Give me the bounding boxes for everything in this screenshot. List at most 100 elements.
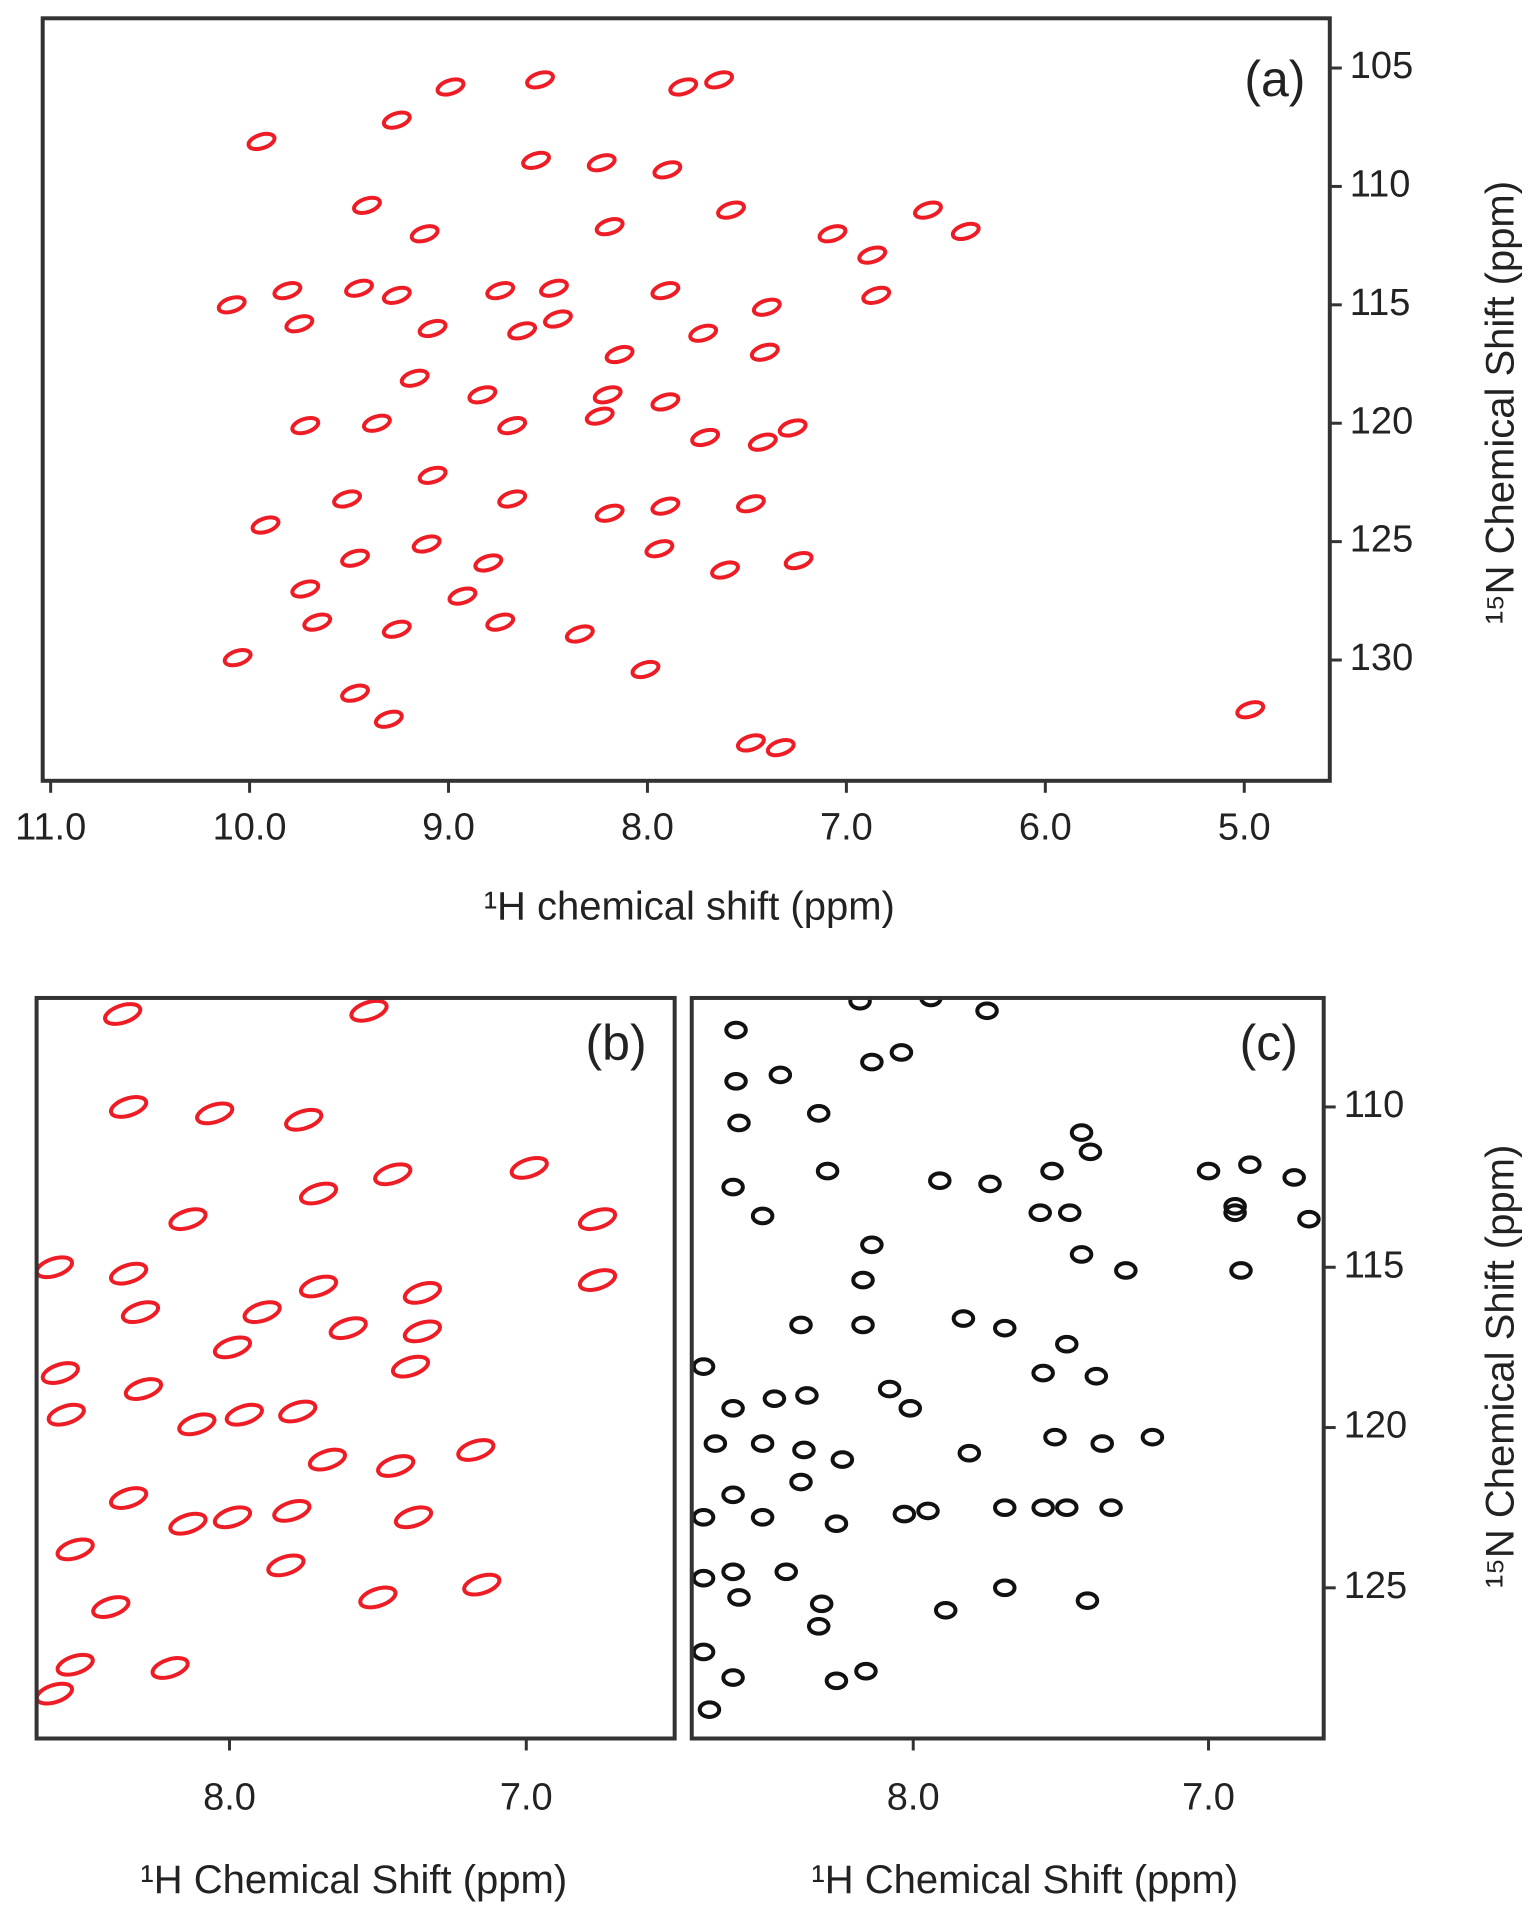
peak (216, 295, 247, 315)
peak (381, 285, 412, 305)
peak (1084, 1366, 1109, 1386)
peak (774, 1562, 798, 1582)
peak (298, 1181, 339, 1206)
peak (978, 1174, 1002, 1194)
peak (103, 1002, 143, 1026)
peak (668, 77, 699, 97)
peak (402, 1280, 443, 1305)
peak (854, 1661, 878, 1681)
peak (373, 709, 404, 729)
peak (650, 392, 681, 412)
peak (507, 321, 538, 341)
peak (750, 1507, 775, 1527)
peak (688, 323, 719, 343)
y-tick-label: 125 (1344, 1565, 1407, 1607)
peak (993, 1318, 1017, 1338)
peak (933, 1600, 958, 1620)
peak (1069, 1123, 1094, 1142)
peak (1235, 700, 1266, 720)
y-axis-label: ¹⁵N Chemical Shift (ppm) (1479, 1145, 1523, 1588)
peak (806, 1616, 831, 1636)
peak (409, 224, 440, 244)
y-tick-label: 120 (1350, 400, 1413, 442)
peak (402, 1319, 443, 1344)
peak (108, 1095, 149, 1119)
y-tick-label: 120 (1344, 1405, 1407, 1447)
peak (735, 494, 766, 514)
peak (246, 131, 277, 152)
peak (435, 77, 466, 97)
peak (857, 245, 888, 265)
peak (650, 281, 681, 301)
peak (721, 1398, 745, 1418)
peak (824, 1671, 849, 1691)
plot-area (216, 70, 1266, 758)
peak (1282, 1168, 1306, 1187)
peak (290, 579, 321, 599)
peak (361, 413, 392, 433)
peak (691, 1642, 716, 1662)
peak (592, 385, 623, 405)
peak (727, 1113, 751, 1133)
peak (892, 1504, 917, 1524)
peak (462, 1572, 502, 1597)
peak (284, 314, 315, 334)
peak (40, 1361, 80, 1385)
peak (543, 309, 573, 329)
panel-label: (a) (1244, 51, 1305, 107)
peak (691, 1357, 716, 1376)
peak (704, 70, 735, 90)
peak (1114, 1261, 1138, 1280)
peak (721, 1485, 745, 1505)
peak (762, 1389, 787, 1409)
peak (809, 1594, 834, 1614)
peak (777, 418, 808, 438)
peak (1069, 1245, 1094, 1264)
peak (630, 659, 661, 680)
y-tick-label: 110 (1350, 163, 1411, 205)
peak (919, 997, 943, 1008)
peak (594, 217, 625, 237)
peak (789, 1315, 813, 1335)
peak (242, 1300, 282, 1325)
peak (889, 1043, 914, 1062)
peak (91, 1595, 131, 1619)
peak (644, 539, 675, 559)
peak (768, 1065, 793, 1085)
peak (373, 1162, 413, 1187)
x-axis-label: ¹H chemical shift (ppm) (484, 884, 895, 928)
peak (1229, 1261, 1253, 1280)
peak (993, 1578, 1017, 1598)
peak (1099, 1498, 1123, 1518)
peak (55, 1537, 95, 1562)
peak (168, 1511, 208, 1536)
peak (278, 1399, 318, 1424)
peak (1031, 1498, 1055, 1518)
peak (749, 342, 780, 362)
y-tick-label: 130 (1350, 637, 1413, 679)
panel-label: (b) (586, 1015, 647, 1071)
peak (381, 619, 412, 639)
peak (735, 733, 766, 753)
peak (302, 612, 333, 632)
x-tick-label: 8.0 (621, 807, 674, 849)
peak (957, 1443, 982, 1463)
peak (298, 1274, 339, 1299)
peak (951, 1309, 976, 1328)
peak (1028, 1203, 1052, 1223)
plot-area (36, 998, 618, 1706)
x-tick-label: 5.0 (1218, 807, 1271, 849)
peak (266, 1553, 306, 1578)
peak (36, 1255, 75, 1280)
peak (1043, 1427, 1067, 1447)
peak (806, 1104, 831, 1123)
peak (724, 1020, 748, 1040)
peak (1196, 1161, 1221, 1181)
peak (861, 285, 892, 305)
y-tick-label: 115 (1350, 282, 1411, 324)
peak (473, 553, 504, 573)
peak (851, 1315, 875, 1335)
peak (195, 1101, 235, 1126)
x-tick-label: 7.0 (820, 807, 873, 849)
